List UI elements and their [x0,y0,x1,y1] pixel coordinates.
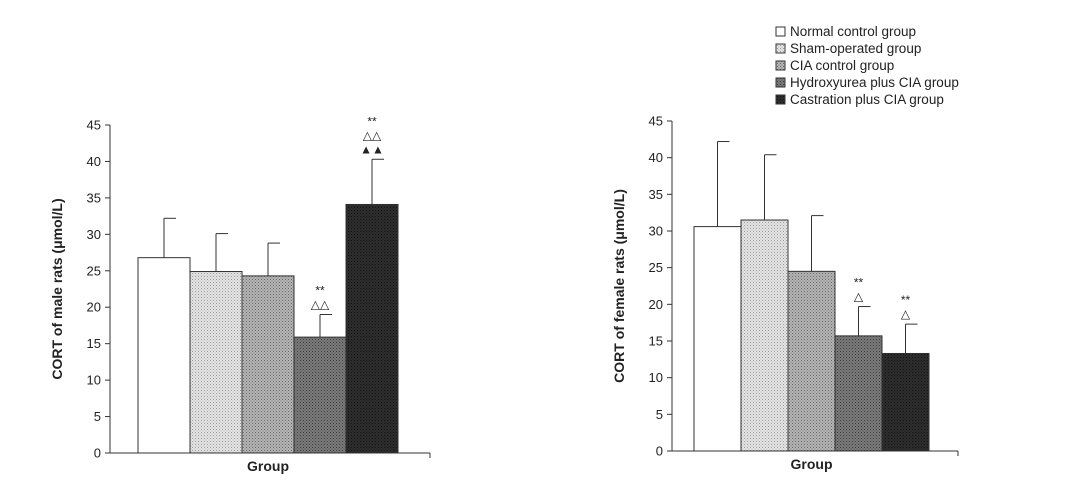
bar-5 [345,203,399,454]
y-tick-label: 25 [87,263,101,278]
legend-label: Hydroxyurea plus CIA group [790,75,959,90]
bar-2 [740,219,789,452]
legend-label: Normal control group [790,24,916,39]
chart-2: 0 5 10 15 20 25 30 35 40 45 CORT of female rats (μ… [611,114,959,472]
legend-label: Castration plus CIA group [790,92,944,107]
y-tick-label: 10 [649,370,663,385]
significance-mark: ** [901,293,911,307]
y-tick-label: 0 [656,444,663,459]
y-tick-label: 0 [94,446,101,461]
significance-mark: ▲▲ [360,142,384,156]
legend-swatch [775,77,786,88]
y-tick-label: 35 [649,187,663,202]
bar-1 [693,226,742,452]
bar-2 [189,271,243,454]
x-axis-title: Group [791,456,833,472]
y-tick-label: 20 [649,297,663,312]
bar-5 [881,352,930,452]
y-tick-label: 30 [87,227,101,242]
legend-label: CIA control group [790,58,894,73]
legend: Normal control group Sham-operated group C… [775,24,959,107]
significance-mark: △ [901,307,911,321]
y-tick-label: 35 [87,190,101,205]
y-tick-label: 10 [87,373,101,388]
legend-swatch [775,94,786,105]
legend-swatch [775,26,786,37]
significance-mark: △△ [311,298,330,312]
y-tick-label: 40 [649,150,663,165]
x-axis-title: Group [247,458,289,474]
y-tick-label: 45 [649,114,663,129]
y-axis-title: CORT of female rats (μmol/L) [611,189,627,383]
y-tick-label: 15 [649,334,663,349]
bar-3 [787,270,836,452]
y-tick-label: 40 [87,154,101,169]
bar-4 [834,335,883,452]
significance-mark: ** [315,284,325,298]
bar-3 [241,275,295,454]
y-tick-label: 20 [87,300,101,315]
y-tick-label: 25 [649,260,663,275]
significance-mark: ** [854,276,864,290]
y-tick-label: 15 [87,336,101,351]
significance-mark: △△ [363,128,382,142]
bar-1 [137,257,191,454]
significance-mark: △ [854,290,864,304]
y-tick-label: 45 [87,118,101,133]
legend-swatch [775,43,786,54]
y-tick-label: 5 [656,407,663,422]
y-tick-label: 5 [94,409,101,424]
charts-layer: 0 5 10 15 20 25 30 35 40 45 CORT of male rats (μmo… [49,114,959,474]
y-axis-title: CORT of male rats (μmol/L) [49,198,65,379]
y-tick-label: 30 [649,224,663,239]
significance-mark: ** [367,114,377,128]
legend-label: Sham-operated group [790,41,921,56]
chart-1: 0 5 10 15 20 25 30 35 40 45 CORT of male rats (μmo… [49,114,431,474]
bar-4 [293,336,347,454]
legend-swatch [775,60,786,71]
